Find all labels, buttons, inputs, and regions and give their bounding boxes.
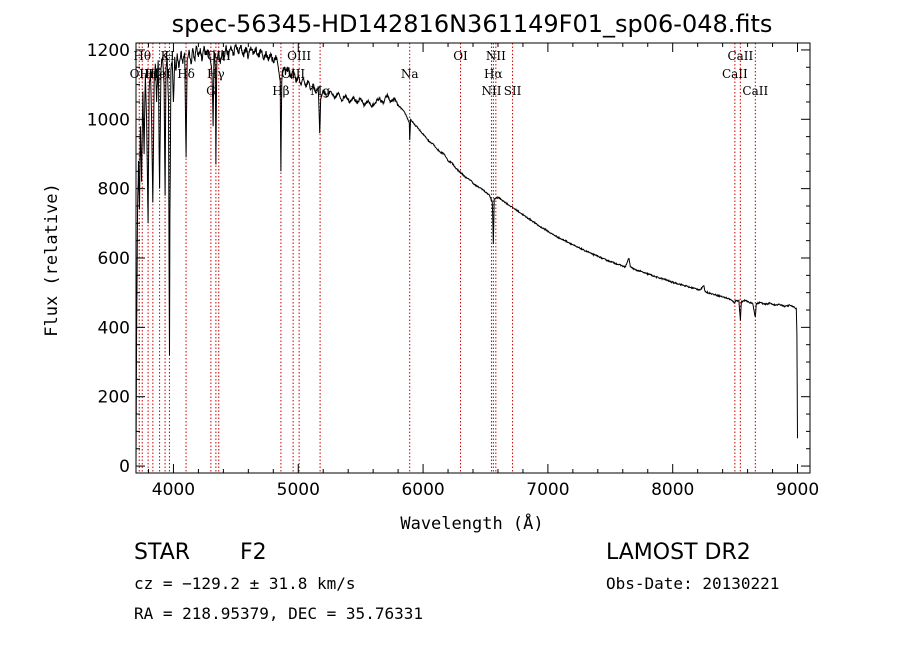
survey-name: LAMOST DR2: [606, 540, 751, 565]
line-marker-label-5: K: [161, 49, 171, 63]
line-marker-label-20: SII: [504, 84, 522, 98]
plot-frame: [135, 42, 811, 474]
line-marker-label-0: OII: [130, 67, 150, 81]
x-tick-label: 5000: [277, 480, 320, 500]
line-marker-label-7: Hδ: [177, 67, 195, 81]
y-tick-label: 800: [98, 180, 130, 200]
line-marker-label-8: G: [206, 84, 216, 98]
axis-ticks: 4000 5000 6000 7000 8000 9000 0 200 400 600 800 100…: [87, 41, 819, 500]
y-tick-label: 600: [98, 249, 130, 269]
line-marker-label-15: Na: [401, 67, 419, 81]
x-axis-label: Wavelength (Å): [400, 512, 543, 534]
line-marker-label-22: CaII: [727, 49, 753, 63]
x-tick-label: 6000: [401, 480, 444, 500]
y-tick-label: 400: [98, 318, 130, 338]
y-tick-label: 0: [119, 457, 130, 477]
line-marker-label-2: Hη: [139, 67, 157, 81]
line-marker-label-1: Hθ: [133, 49, 151, 63]
y-tick-label: 1000: [87, 110, 130, 130]
line-marker-label-18: Hα: [484, 67, 503, 81]
y-axis-label: Flux (relative): [42, 183, 62, 337]
x-tick-label: 8000: [651, 480, 694, 500]
line-marker-label-13: OIII: [287, 49, 311, 63]
spectrum-series: [135, 43, 798, 467]
line-marker-label-23: CaII: [742, 84, 768, 98]
line-marker-label-21: CaII: [722, 67, 748, 81]
line-marker-label-11: Hβ: [272, 84, 289, 98]
line-marker-label-6: H: [164, 49, 174, 63]
redshift-velocity: cz = −129.2 ± 31.8 km/s: [134, 574, 356, 593]
line-marker-label-17: NII: [481, 84, 501, 98]
spectral-subclass: F2: [240, 540, 267, 565]
line-marker-label-9: Hγ: [207, 67, 225, 81]
plot-border: [135, 42, 811, 474]
observation-date: Obs-Date: 20130221: [606, 574, 780, 593]
object-type: STAR: [134, 540, 191, 565]
y-tick-label: 200: [98, 388, 130, 408]
line-marker-label-14: Mg: [310, 84, 330, 98]
spectrum-line: [135, 43, 798, 467]
x-tick-label: 9000: [776, 480, 819, 500]
x-tick-label: 7000: [526, 480, 569, 500]
chart-title: spec-56345-HD142816N361149F01_sp06-048.f…: [172, 10, 773, 38]
coordinates: RA = 218.95379, DEC = 35.76331: [134, 604, 423, 623]
line-markers: OIIHθHηHζHeIKHHδGHγOIIIHβOIIIOIIIMgNaOIN…: [130, 43, 768, 473]
line-marker-label-19: NII: [486, 49, 506, 63]
x-tick-label: 4000: [152, 480, 195, 500]
line-marker-label-16: OI: [453, 49, 468, 63]
y-tick-label: 1200: [87, 41, 130, 61]
